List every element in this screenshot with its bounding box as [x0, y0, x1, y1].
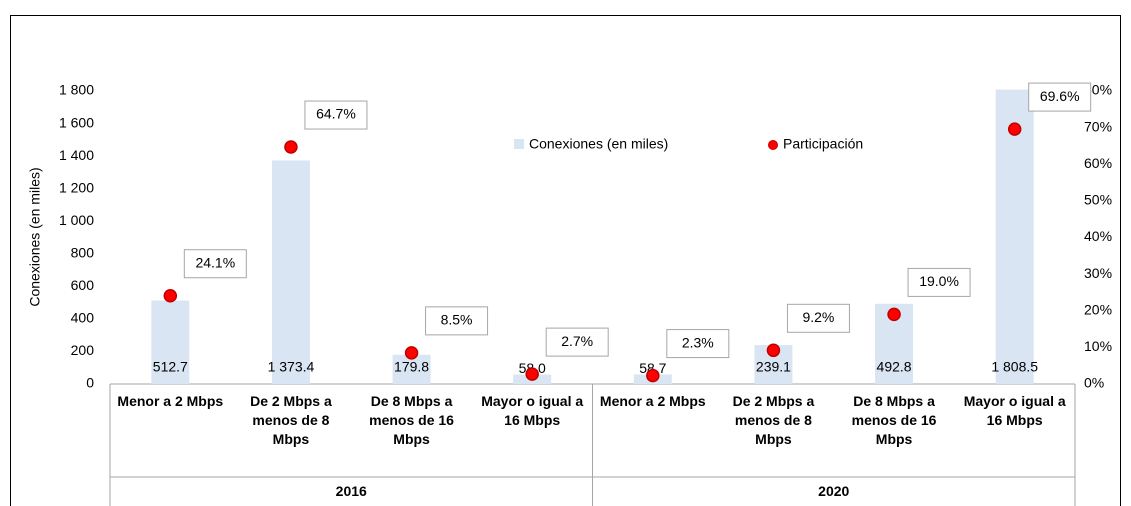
dot	[284, 140, 298, 154]
x-tick-label: Mayor o igual a 16 Mbps	[963, 393, 1066, 428]
bar	[995, 89, 1034, 384]
legend-label: Participación	[783, 136, 863, 152]
x-tick-label: De 2 Mbps a menos de 8 Mbps	[250, 393, 332, 447]
y2-tick-label: 20%	[1084, 301, 1112, 317]
y-tick-label: 1 200	[59, 179, 94, 195]
dot-value-label: 19.0%	[919, 273, 959, 289]
dot	[887, 307, 901, 322]
x-tick-label: De 2 Mbps a menos de 8 Mbps	[732, 393, 815, 447]
dot	[646, 368, 660, 383]
legend-swatch	[768, 140, 778, 150]
group-label: 2020	[818, 483, 850, 499]
y-tick-label: 1 800	[59, 82, 94, 98]
y2-tick-label: 30%	[1084, 265, 1112, 281]
y-tick-label: 1 000	[59, 212, 94, 228]
y2-tick-label: 0%	[1084, 375, 1104, 391]
x-tick-label: Mayor o igual a 16 Mbps	[481, 393, 584, 428]
dot-label-box	[907, 267, 971, 297]
bar	[151, 300, 190, 384]
y-axis-label: Conexiones (en miles)	[27, 167, 43, 306]
dot-label-box	[1028, 82, 1092, 112]
x-tick-label: Menor a 2 Mbps	[599, 393, 706, 409]
dot-value-label: 2.7%	[561, 333, 593, 349]
dot-value-label: 24.1%	[195, 254, 235, 270]
y-tick-label: 200	[71, 342, 95, 358]
y-tick-label: 0	[86, 375, 94, 391]
x-tick-label: De 8 Mbps a menos de 16 Mbps	[851, 393, 937, 447]
dot-value-label: 2.3%	[682, 334, 714, 350]
y2-tick-label: 60%	[1084, 155, 1112, 171]
dot-label-box	[425, 306, 489, 336]
y-tick-label: 800	[71, 244, 95, 260]
x-tick-label: De 8 Mbps a menos de 16 Mbps	[369, 393, 454, 447]
dot-value-label: 8.5%	[441, 312, 473, 328]
dot-value-label: 9.2%	[802, 309, 834, 325]
dot	[163, 288, 178, 303]
bar	[271, 160, 310, 384]
y2-tick-label: 40%	[1084, 228, 1112, 244]
x-tick-label: Menor a 2 Mbps	[117, 393, 224, 409]
chart-border	[10, 15, 1121, 506]
bar-value-label: 58.7	[639, 360, 666, 376]
y2-tick-label: 70%	[1084, 118, 1112, 134]
dot-label-box	[304, 100, 368, 130]
bar-value-label: 179.8	[394, 359, 429, 375]
dot-value-label: 69.6%	[1040, 88, 1080, 104]
dot	[525, 367, 539, 381]
bar-value-label: 1 808.5	[991, 359, 1038, 375]
y2-tick-label: 50%	[1084, 192, 1112, 208]
dot-label-box	[666, 329, 730, 359]
dot	[404, 346, 419, 360]
bar-value-label: 239.1	[756, 359, 791, 375]
legend-label: Conexiones (en miles)	[529, 136, 668, 152]
y-tick-label: 1 400	[59, 147, 94, 163]
dot-label-box	[786, 303, 850, 333]
dot-label-box	[183, 249, 247, 279]
bar-value-label: 1 373.4	[268, 359, 315, 375]
bar-value-label: 512.7	[153, 359, 188, 375]
dot	[766, 343, 781, 358]
y2-tick-label: 10%	[1084, 338, 1112, 354]
legend-swatch	[514, 139, 524, 149]
group-label: 2016	[335, 483, 367, 499]
dot	[1007, 122, 1022, 136]
y-tick-label: 600	[71, 277, 95, 293]
y-tick-label: 1 600	[59, 114, 94, 130]
dot-label-box	[545, 327, 609, 357]
y-tick-label: 400	[71, 310, 95, 326]
dot-value-label: 64.7%	[316, 106, 356, 122]
bar-value-label: 492.8	[877, 359, 912, 375]
